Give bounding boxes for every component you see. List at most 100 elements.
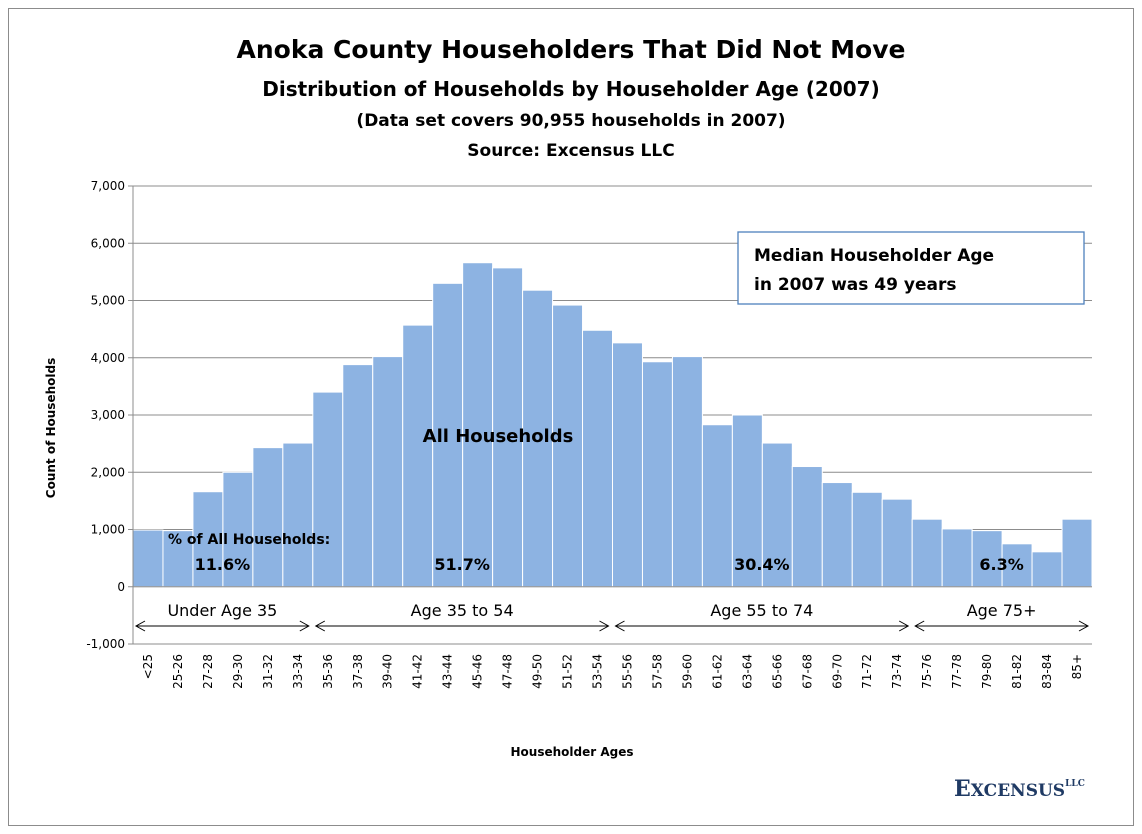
chart-subtitle: Distribution of Households by Householde… [262,77,880,101]
x-tick-label: 59-60 [680,654,694,689]
group-arrow-right-head [1078,620,1090,632]
bar [132,529,164,588]
bar [342,364,374,588]
bar [971,530,1003,588]
x-tick-label: 49-50 [531,654,545,689]
group-label: Age 55 to 74 [710,601,813,620]
annotation-line-2: in 2007 was 49 years [754,275,956,295]
bar [1031,551,1063,588]
bar [761,442,793,588]
group-label: Age 35 to 54 [411,601,514,620]
x-tick-label: 47-48 [501,654,515,689]
group-arrow-left-head [134,620,146,632]
y-tick-label: 3,000 [91,408,125,422]
bar [671,356,703,588]
group-arrow-right-head [599,620,610,632]
median-annotation: Median Householder Age in 2007 was 49 ye… [737,231,1085,305]
x-tick-label: 37-38 [351,654,365,689]
annotation-line-1: Median Householder Age [754,246,994,266]
bar [911,518,943,588]
x-tick-label: 51-52 [561,654,575,689]
x-tick-label: 85+ [1070,654,1084,679]
group-arrow-right-head [299,620,310,632]
x-tick-label: 25-26 [171,654,185,689]
chart-title: Anoka County Householders That Did Not M… [236,35,906,64]
bar [462,262,494,588]
x-tick-label: 69-70 [830,654,844,689]
x-tick-label: 73-74 [890,654,904,689]
x-tick-label: 67-68 [800,654,814,689]
y-tick-labels: -1,000 0 1,000 2,000 3,000 4,000 5,000 6,000 7,0… [86,179,125,651]
y-tick-label: 0 [117,580,125,594]
bars [132,262,1093,588]
bar [612,342,643,588]
x-tick-label: 35-36 [321,654,335,689]
x-tick-label: 29-30 [231,654,245,689]
bar [701,424,733,588]
y-tick-label: 6,000 [91,236,125,250]
x-tick-label: 75-76 [920,654,934,689]
bar [252,447,284,588]
x-tick-label: 27-28 [201,654,215,689]
x-tick-label: 77-78 [950,654,964,689]
group-label: Age 75+ [967,601,1037,620]
y-tick-label: 5,000 [91,294,125,308]
series-label: All Households [423,426,574,447]
excensus-logo: EXCENSUSLLC [954,776,1085,802]
axes [128,185,1092,645]
group-arrow-right-head [898,620,910,632]
bar [522,289,554,588]
group-percent: 51.7% [434,555,490,574]
x-tick-label: 45-46 [471,654,485,689]
age-groups: 11.6% Under Age 35 51.7% Age 35 to 54 30.4% A… [134,555,1090,632]
x-tick-labels: <25 25-26 27-28 29-30 31-32 33-34 35-36 37-38 39… [141,654,1084,689]
chart-note: (Data set covers 90,955 households in 20… [356,111,786,131]
x-tick-label: 43-44 [441,654,455,689]
bar [1061,518,1093,588]
x-tick-label: <25 [141,654,155,679]
bar [582,329,613,588]
x-tick-label: 83-84 [1040,654,1054,689]
bar [372,356,404,588]
x-tick-label: 33-34 [291,654,305,689]
group-arrow-left-head [914,620,925,632]
bar [791,466,823,588]
bar [641,361,673,588]
annotation-box [737,231,1085,305]
y-tick-label: 1,000 [91,523,125,537]
bar [731,414,763,588]
bar [881,498,913,588]
x-tick-label: 63-64 [740,654,754,689]
x-tick-label: 39-40 [381,654,395,689]
group-label: Under Age 35 [167,601,277,620]
x-tick-label: 79-80 [980,654,994,689]
x-axis-label: Householder Ages [511,745,634,759]
x-tick-label: 81-82 [1010,654,1024,689]
chart-source: Source: Excensus LLC [467,141,675,161]
bar [282,442,314,588]
x-tick-label: 55-56 [620,654,634,689]
y-tick-label: -1,000 [86,637,125,651]
pct-heading: % of All Households: [168,532,330,548]
bar [312,391,344,588]
bar [851,491,883,588]
group-percent: 11.6% [195,555,251,574]
bar [222,471,254,588]
x-tick-label: 53-54 [591,654,605,689]
group-percent: 30.4% [734,555,790,574]
x-tick-label: 71-72 [860,654,874,689]
bar [402,324,434,588]
group-percent: 6.3% [979,555,1023,574]
x-tick-label: 31-32 [261,654,275,689]
group-arrow-left-head [314,620,326,632]
bar [941,528,973,588]
bar [821,482,853,588]
x-tick-label: 61-62 [710,654,724,689]
bar [492,267,524,588]
x-tick-label: 41-42 [411,654,425,689]
y-tick-label: 2,000 [91,465,125,479]
x-tick-label: 57-58 [650,654,664,689]
y-axis-label: Count of Households [44,358,58,498]
group-arrow-left-head [614,620,625,632]
